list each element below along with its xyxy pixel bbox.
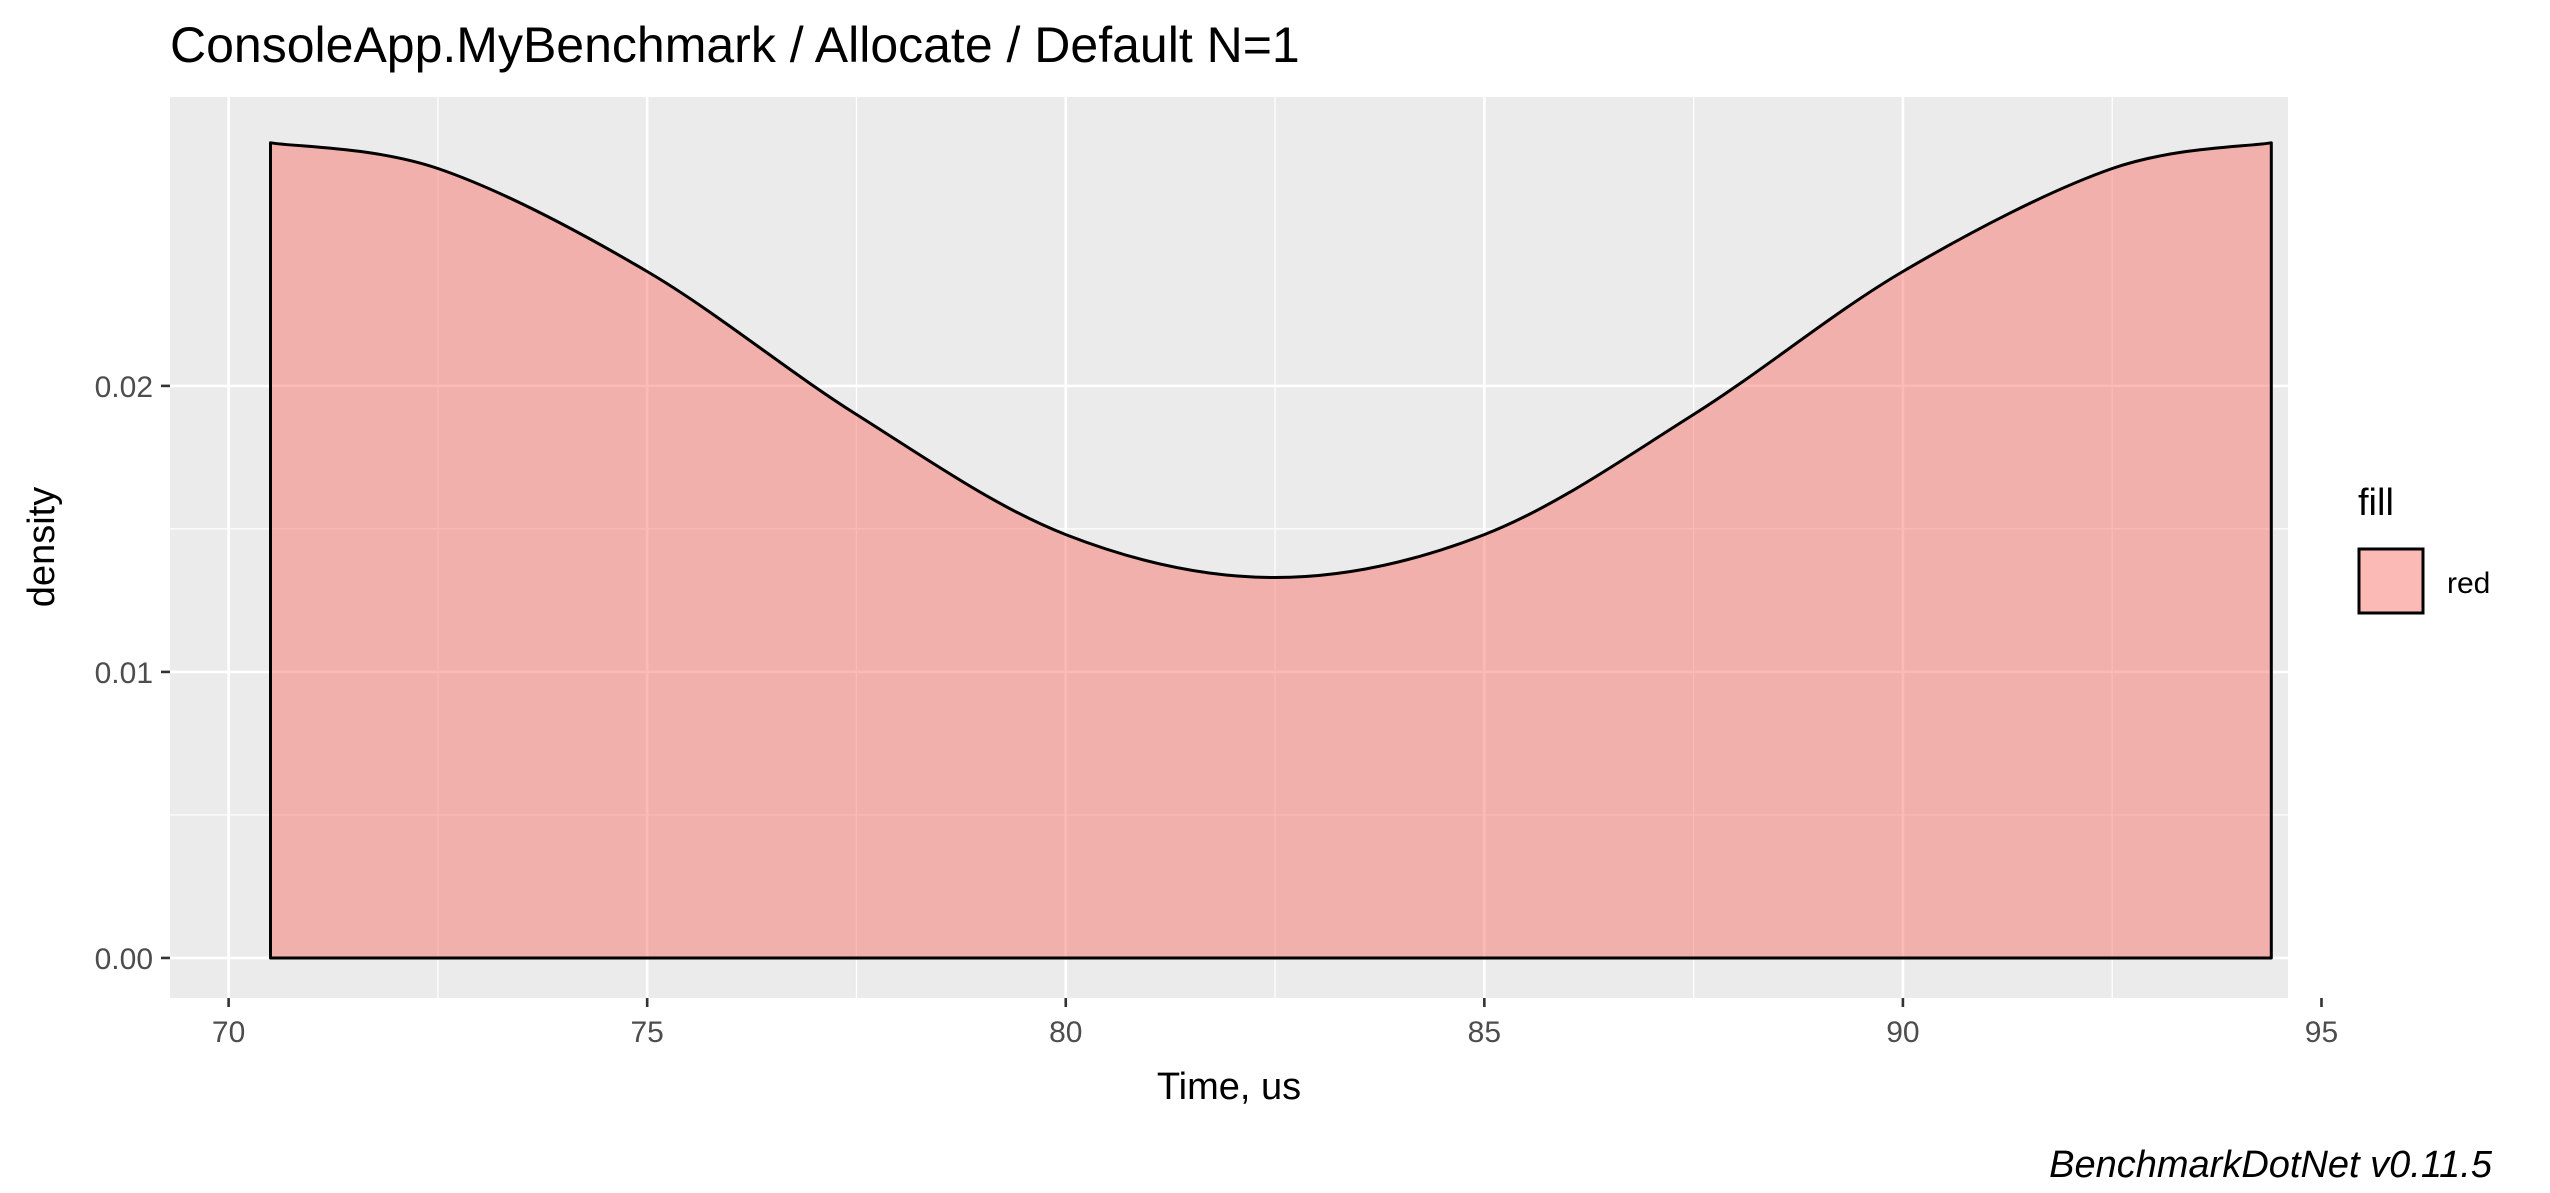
x-tick-label: 75 [630,1016,663,1049]
legend: fill red [2357,482,2490,615]
x-tick-label: 95 [2305,1016,2338,1049]
density-series [269,141,2273,960]
chart-caption: BenchmarkDotNet v0.11.5 [2049,1144,2493,1186]
legend-label-red: red [2447,567,2490,600]
x-tick-label: 80 [1049,1016,1082,1049]
y-tick-label: 0.01 [95,657,153,690]
chart-title: ConsoleApp.MyBenchmark / Allocate / Defa… [170,17,1300,73]
y-tick-label: 0.00 [95,943,153,976]
legend-key-red [2357,547,2425,615]
x-axis: 70 75 80 85 90 95 [212,998,2338,1049]
x-tick-label: 85 [1468,1016,1501,1049]
x-tick-label: 70 [212,1016,245,1049]
y-axis-title: density [21,487,63,607]
y-tick-label: 0.02 [95,371,153,404]
density-area-red [269,141,2273,960]
y-axis: 0.00 0.01 0.02 [95,371,170,976]
x-axis-title: Time, us [1157,1066,1301,1108]
legend-title: fill [2358,482,2394,524]
x-tick-label: 90 [1886,1016,1919,1049]
